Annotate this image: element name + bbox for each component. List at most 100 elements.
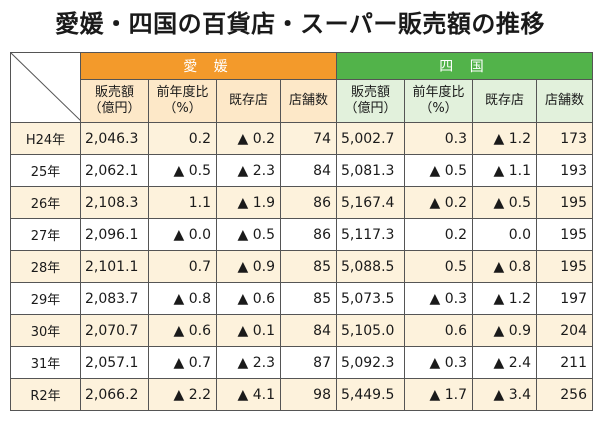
ehime-stores-cell: 98 bbox=[280, 378, 337, 411]
shikoku-stores-cell: 256 bbox=[536, 378, 593, 411]
group-header-ehime: 愛 媛 bbox=[80, 52, 337, 80]
ehime-stores-cell: 85 bbox=[280, 250, 337, 283]
ehime-yoy-cell: 0.7 bbox=[148, 250, 217, 283]
shikoku-sales-cell: 5,092.3 bbox=[336, 346, 405, 379]
shikoku-stores-cell: 195 bbox=[536, 218, 593, 251]
sales-table: 愛 媛 四 国 販売額 （億円） 前年度比 （%） 既存店 店舗数 販売額 （億円） … bbox=[10, 52, 593, 411]
row-label: 25年 bbox=[10, 154, 81, 187]
row-label: H24年 bbox=[10, 122, 81, 155]
ehime-existing-cell: ▲ 0.1 bbox=[216, 314, 281, 347]
table-row: H24年 2,046.3 0.2 ▲ 0.2 74 5,002.7 0.3 ▲ … bbox=[10, 122, 593, 155]
shikoku-sales-cell: 5,449.5 bbox=[336, 378, 405, 411]
ehime-sales-cell: 2,108.3 bbox=[80, 186, 149, 219]
shikoku-stores-cell: 195 bbox=[536, 186, 593, 219]
header-yoy-line1: 前年度比 bbox=[412, 85, 465, 100]
header-sales: 販売額 （億円） bbox=[336, 79, 405, 123]
page-title: 愛媛・四国の百貨店・スーパー販売額の推移 bbox=[55, 10, 545, 38]
shikoku-yoy-cell: 0.5 bbox=[404, 250, 473, 283]
shikoku-sales-cell: 5,002.7 bbox=[336, 122, 405, 155]
header-yoy-line2: （%） bbox=[419, 101, 458, 116]
ehime-yoy-cell: ▲ 0.0 bbox=[148, 218, 217, 251]
header-stores: 店舗数 bbox=[280, 79, 337, 123]
row-label: R2年 bbox=[10, 378, 81, 411]
group-header-shikoku: 四 国 bbox=[336, 52, 593, 80]
header-stores: 店舗数 bbox=[536, 79, 593, 123]
ehime-stores-cell: 87 bbox=[280, 346, 337, 379]
shikoku-yoy-cell: ▲ 0.5 bbox=[404, 154, 473, 187]
header-sales-line2: （億円） bbox=[88, 101, 141, 116]
shikoku-existing-cell: ▲ 0.9 bbox=[472, 314, 537, 347]
header-yoy: 前年度比 （%） bbox=[404, 79, 473, 123]
table-row: 25年 2,062.1 ▲ 0.5 ▲ 2.3 84 5,081.3 ▲ 0.5… bbox=[10, 154, 593, 187]
ehime-sales-cell: 2,057.1 bbox=[80, 346, 149, 379]
shikoku-stores-cell: 197 bbox=[536, 282, 593, 315]
ehime-sales-cell: 2,066.2 bbox=[80, 378, 149, 411]
shikoku-existing-cell: ▲ 1.2 bbox=[472, 122, 537, 155]
shikoku-sales-cell: 5,117.3 bbox=[336, 218, 405, 251]
shikoku-existing-cell: ▲ 3.4 bbox=[472, 378, 537, 411]
table-row: 28年 2,101.1 0.7 ▲ 0.9 85 5,088.5 0.5 ▲ 0… bbox=[10, 250, 593, 283]
ehime-sales-cell: 2,046.3 bbox=[80, 122, 149, 155]
corner-cell bbox=[10, 52, 81, 123]
ehime-sales-cell: 2,096.1 bbox=[80, 218, 149, 251]
shikoku-stores-cell: 173 bbox=[536, 122, 593, 155]
ehime-sales-cell: 2,101.1 bbox=[80, 250, 149, 283]
shikoku-stores-cell: 195 bbox=[536, 250, 593, 283]
ehime-stores-cell: 84 bbox=[280, 154, 337, 187]
table-row: 26年 2,108.3 1.1 ▲ 1.9 86 5,167.4 ▲ 0.2 ▲… bbox=[10, 186, 593, 219]
ehime-sales-cell: 2,062.1 bbox=[80, 154, 149, 187]
ehime-existing-cell: ▲ 0.2 bbox=[216, 122, 281, 155]
shikoku-sales-cell: 5,073.5 bbox=[336, 282, 405, 315]
shikoku-stores-cell: 204 bbox=[536, 314, 593, 347]
shikoku-yoy-cell: ▲ 0.3 bbox=[404, 346, 473, 379]
table-row: 27年 2,096.1 ▲ 0.0 ▲ 0.5 86 5,117.3 0.2 0… bbox=[10, 218, 593, 251]
row-label: 29年 bbox=[10, 282, 81, 315]
header-sales-line2: （億円） bbox=[344, 101, 397, 116]
header-existing: 既存店 bbox=[216, 79, 281, 123]
ehime-yoy-cell: ▲ 2.2 bbox=[148, 378, 217, 411]
ehime-existing-cell: ▲ 0.9 bbox=[216, 250, 281, 283]
header-yoy-line1: 前年度比 bbox=[156, 85, 209, 100]
shikoku-existing-cell: ▲ 0.8 bbox=[472, 250, 537, 283]
shikoku-sales-cell: 5,167.4 bbox=[336, 186, 405, 219]
shikoku-sales-cell: 5,081.3 bbox=[336, 154, 405, 187]
row-label: 27年 bbox=[10, 218, 81, 251]
diagonal-line bbox=[11, 53, 80, 121]
ehime-stores-cell: 86 bbox=[280, 218, 337, 251]
shikoku-existing-cell: ▲ 0.5 bbox=[472, 186, 537, 219]
ehime-yoy-cell: ▲ 0.8 bbox=[148, 282, 217, 315]
header-yoy: 前年度比 （%） bbox=[148, 79, 217, 123]
ehime-existing-cell: ▲ 0.5 bbox=[216, 218, 281, 251]
table-row: R2年 2,066.2 ▲ 2.2 ▲ 4.1 98 5,449.5 ▲ 1.7… bbox=[10, 378, 593, 411]
ehime-existing-cell: ▲ 4.1 bbox=[216, 378, 281, 411]
row-label: 30年 bbox=[10, 314, 81, 347]
ehime-yoy-cell: ▲ 0.7 bbox=[148, 346, 217, 379]
ehime-stores-cell: 86 bbox=[280, 186, 337, 219]
shikoku-existing-cell: ▲ 2.4 bbox=[472, 346, 537, 379]
ehime-yoy-cell: 0.2 bbox=[148, 122, 217, 155]
shikoku-existing-cell: ▲ 1.1 bbox=[472, 154, 537, 187]
shikoku-stores-cell: 193 bbox=[536, 154, 593, 187]
shikoku-existing-cell: 0.0 bbox=[472, 218, 537, 251]
ehime-sales-cell: 2,083.7 bbox=[80, 282, 149, 315]
table-row: 29年 2,083.7 ▲ 0.8 ▲ 0.6 85 5,073.5 ▲ 0.3… bbox=[10, 282, 593, 315]
ehime-existing-cell: ▲ 0.6 bbox=[216, 282, 281, 315]
shikoku-sales-cell: 5,105.0 bbox=[336, 314, 405, 347]
row-label: 28年 bbox=[10, 250, 81, 283]
header-existing: 既存店 bbox=[472, 79, 537, 123]
shikoku-yoy-cell: ▲ 0.2 bbox=[404, 186, 473, 219]
shikoku-existing-cell: ▲ 1.2 bbox=[472, 282, 537, 315]
shikoku-yoy-cell: ▲ 1.7 bbox=[404, 378, 473, 411]
ehime-stores-cell: 74 bbox=[280, 122, 337, 155]
shikoku-yoy-cell: 0.6 bbox=[404, 314, 473, 347]
table-row: 31年 2,057.1 ▲ 0.7 ▲ 2.3 87 5,092.3 ▲ 0.3… bbox=[10, 346, 593, 379]
ehime-existing-cell: ▲ 1.9 bbox=[216, 186, 281, 219]
header-yoy-line2: （%） bbox=[163, 101, 202, 116]
ehime-stores-cell: 84 bbox=[280, 314, 337, 347]
ehime-stores-cell: 85 bbox=[280, 282, 337, 315]
shikoku-yoy-cell: 0.3 bbox=[404, 122, 473, 155]
shikoku-sales-cell: 5,088.5 bbox=[336, 250, 405, 283]
ehime-sales-cell: 2,070.7 bbox=[80, 314, 149, 347]
ehime-yoy-cell: 1.1 bbox=[148, 186, 217, 219]
table-row: 30年 2,070.7 ▲ 0.6 ▲ 0.1 84 5,105.0 0.6 ▲… bbox=[10, 314, 593, 347]
